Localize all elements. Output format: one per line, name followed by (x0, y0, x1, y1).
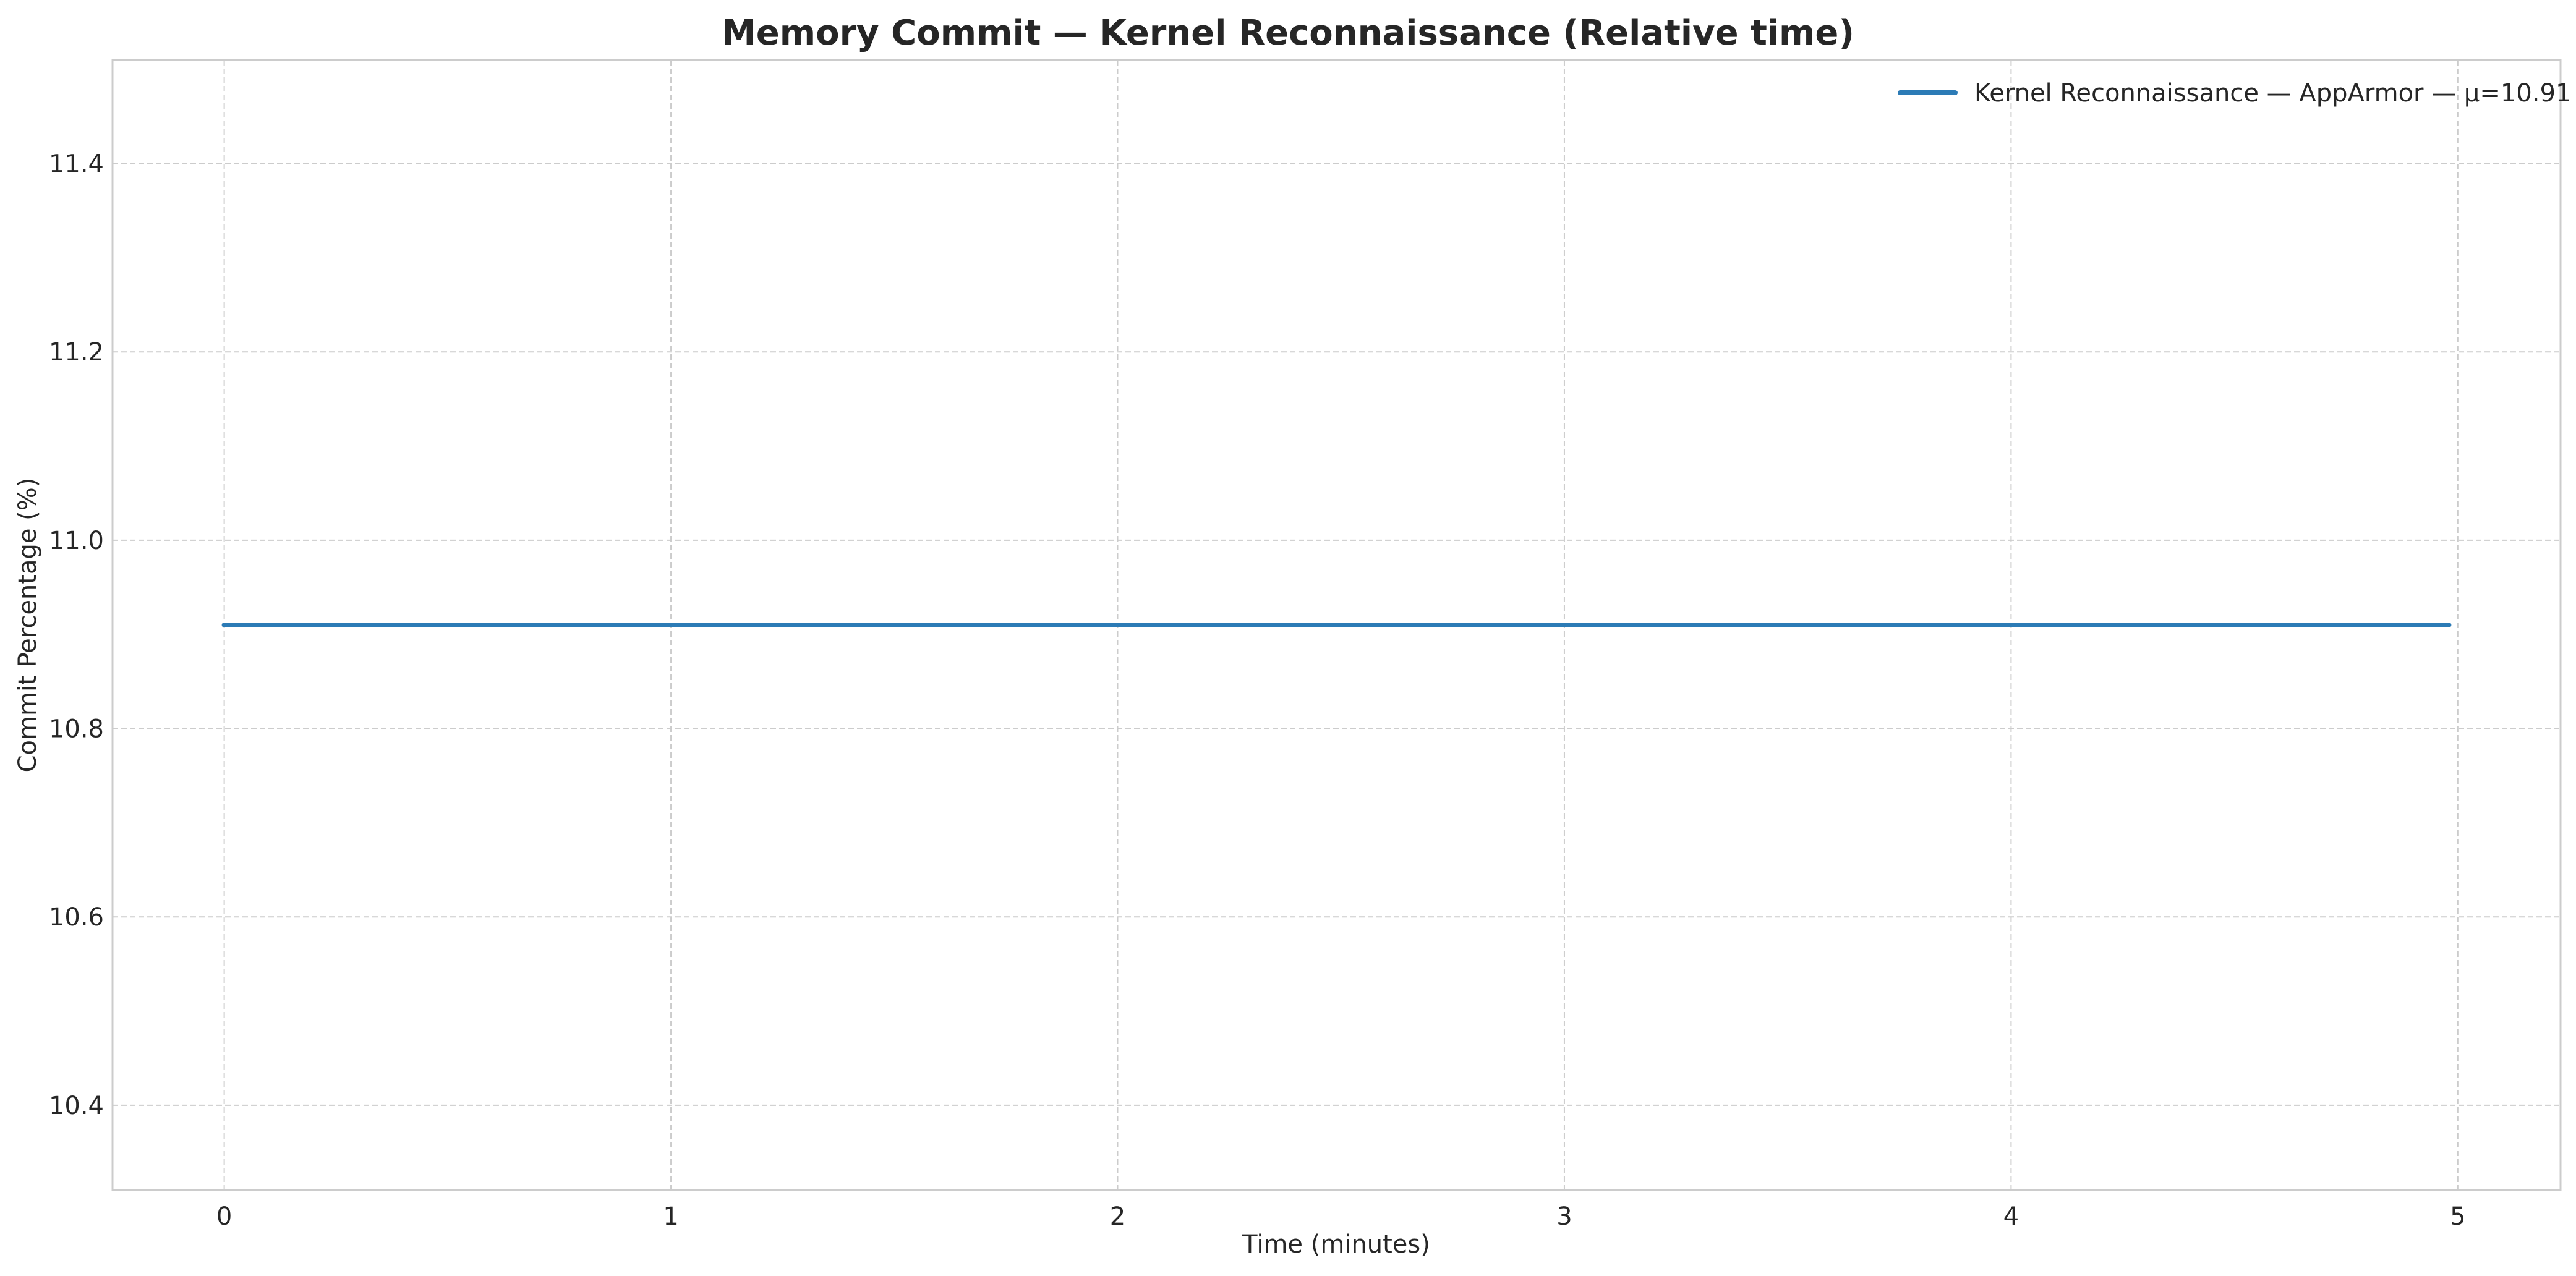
chart-title: Memory Commit — Kernel Reconnaissance (R… (722, 13, 1854, 53)
x-axis-label: Time (minutes) (1242, 1230, 1430, 1259)
y-tick-label: 10.4 (49, 1092, 104, 1120)
plot-frame (111, 59, 2562, 1191)
legend-label: Kernel Reconnaissance — AppArmor — μ=10.… (1974, 79, 2571, 108)
x-tick-label: 2 (1110, 1202, 1125, 1231)
y-tick-label: 11.2 (49, 338, 104, 367)
x-ticks: 0 1 2 3 4 5 (216, 1202, 2466, 1231)
legend: Kernel Reconnaissance — AppArmor — μ=10.… (1898, 79, 2571, 108)
x-tick-label: 4 (2003, 1202, 2019, 1231)
x-tick-label: 0 (216, 1202, 232, 1231)
y-tick-label: 11.0 (49, 527, 104, 555)
y-ticks: 10.4 10.6 10.8 11.0 11.2 11.4 (49, 150, 104, 1120)
y-axis-label: Commit Percentage (%) (14, 478, 42, 773)
x-tick-label: 5 (2450, 1202, 2465, 1231)
y-tick-label: 10.6 (49, 903, 104, 932)
x-tick-label: 3 (1556, 1202, 1572, 1231)
x-tick-label: 1 (663, 1202, 678, 1231)
y-tick-label: 11.4 (49, 150, 104, 179)
y-tick-label: 10.8 (49, 715, 104, 744)
